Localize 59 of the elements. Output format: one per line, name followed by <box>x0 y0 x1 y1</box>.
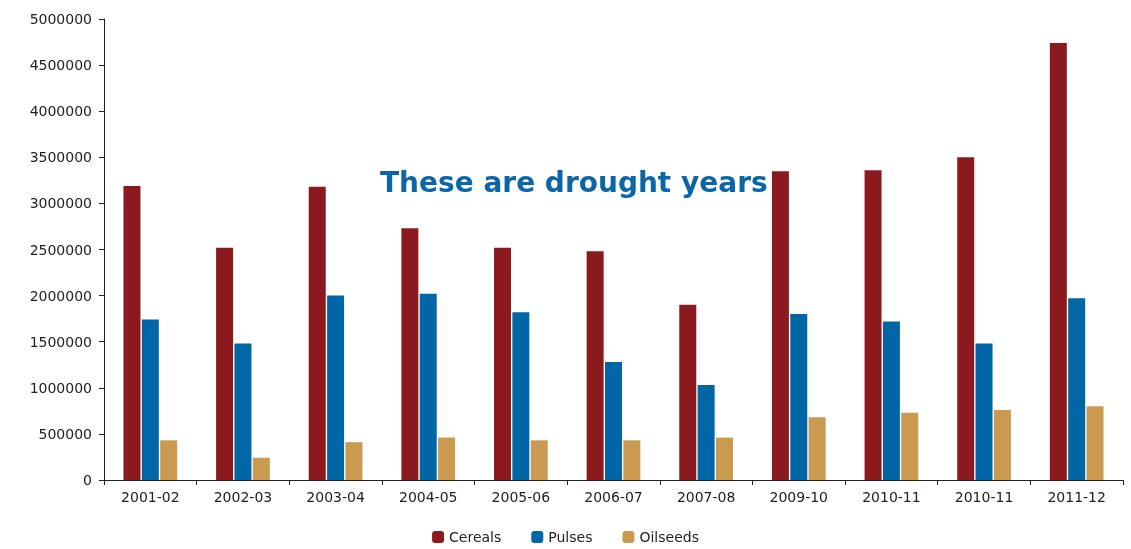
x-tick-label: 2005-06 <box>491 489 551 505</box>
bar <box>327 295 345 480</box>
bar <box>234 343 252 480</box>
y-tick-label: 4000000 <box>29 103 92 120</box>
bar <box>512 312 530 480</box>
bar <box>901 412 919 480</box>
x-tick-label: 2010-11 <box>862 489 921 505</box>
bar <box>216 247 234 480</box>
y-tick-label: 0 <box>83 472 92 488</box>
bar <box>697 385 715 480</box>
bar <box>771 171 789 480</box>
bar <box>586 251 604 480</box>
bar <box>882 321 900 480</box>
bar <box>123 185 141 480</box>
bar <box>605 361 622 480</box>
y-tick-label: 1000000 <box>29 379 92 396</box>
bar <box>160 440 178 480</box>
y-tick-label: 3500000 <box>29 149 92 166</box>
bar <box>252 457 270 480</box>
y-tick-label: 2000000 <box>29 287 92 304</box>
bar <box>679 304 697 480</box>
y-tick-label: 5000000 <box>29 11 92 27</box>
x-tick-label: 2001-02 <box>121 489 180 505</box>
bar <box>623 440 641 480</box>
bar <box>864 170 882 480</box>
bar <box>401 228 419 480</box>
x-tick-label: 2007-08 <box>676 489 736 505</box>
x-tick-label: 2002-03 <box>213 489 273 505</box>
y-tick-label: 500000 <box>38 425 92 442</box>
bar <box>716 437 733 480</box>
legend-label: Oilseeds <box>639 529 699 545</box>
bar <box>530 440 548 480</box>
bar <box>419 293 437 480</box>
bar <box>790 314 808 480</box>
annotation: These are drought years <box>380 165 768 199</box>
x-tick-label: 2011-12 <box>1047 489 1106 505</box>
bar <box>808 417 826 480</box>
x-tick-label: 2003-04 <box>306 489 365 505</box>
legend-label: Cereals <box>449 529 502 545</box>
bar <box>1068 298 1086 480</box>
bar <box>1049 42 1067 480</box>
y-tick-label: 1500000 <box>29 333 92 350</box>
bar <box>957 157 975 480</box>
x-tick-label: 2006-07 <box>584 489 643 505</box>
bar <box>993 409 1011 480</box>
bar <box>438 437 456 480</box>
y-tick-label: 4500000 <box>29 57 92 74</box>
bar <box>975 343 993 480</box>
bar <box>141 319 159 480</box>
x-tick-label: 2009-10 <box>769 489 829 505</box>
x-tick-label: 2010-11 <box>954 489 1014 505</box>
bar <box>345 442 363 480</box>
bar <box>1086 406 1104 480</box>
bar <box>308 186 326 480</box>
bar <box>494 247 511 480</box>
legend-label: Pulses <box>548 529 593 545</box>
x-tick-label: 2004-05 <box>398 489 458 505</box>
y-tick-label: 3000000 <box>29 195 92 212</box>
y-tick-label: 2500000 <box>29 241 92 258</box>
